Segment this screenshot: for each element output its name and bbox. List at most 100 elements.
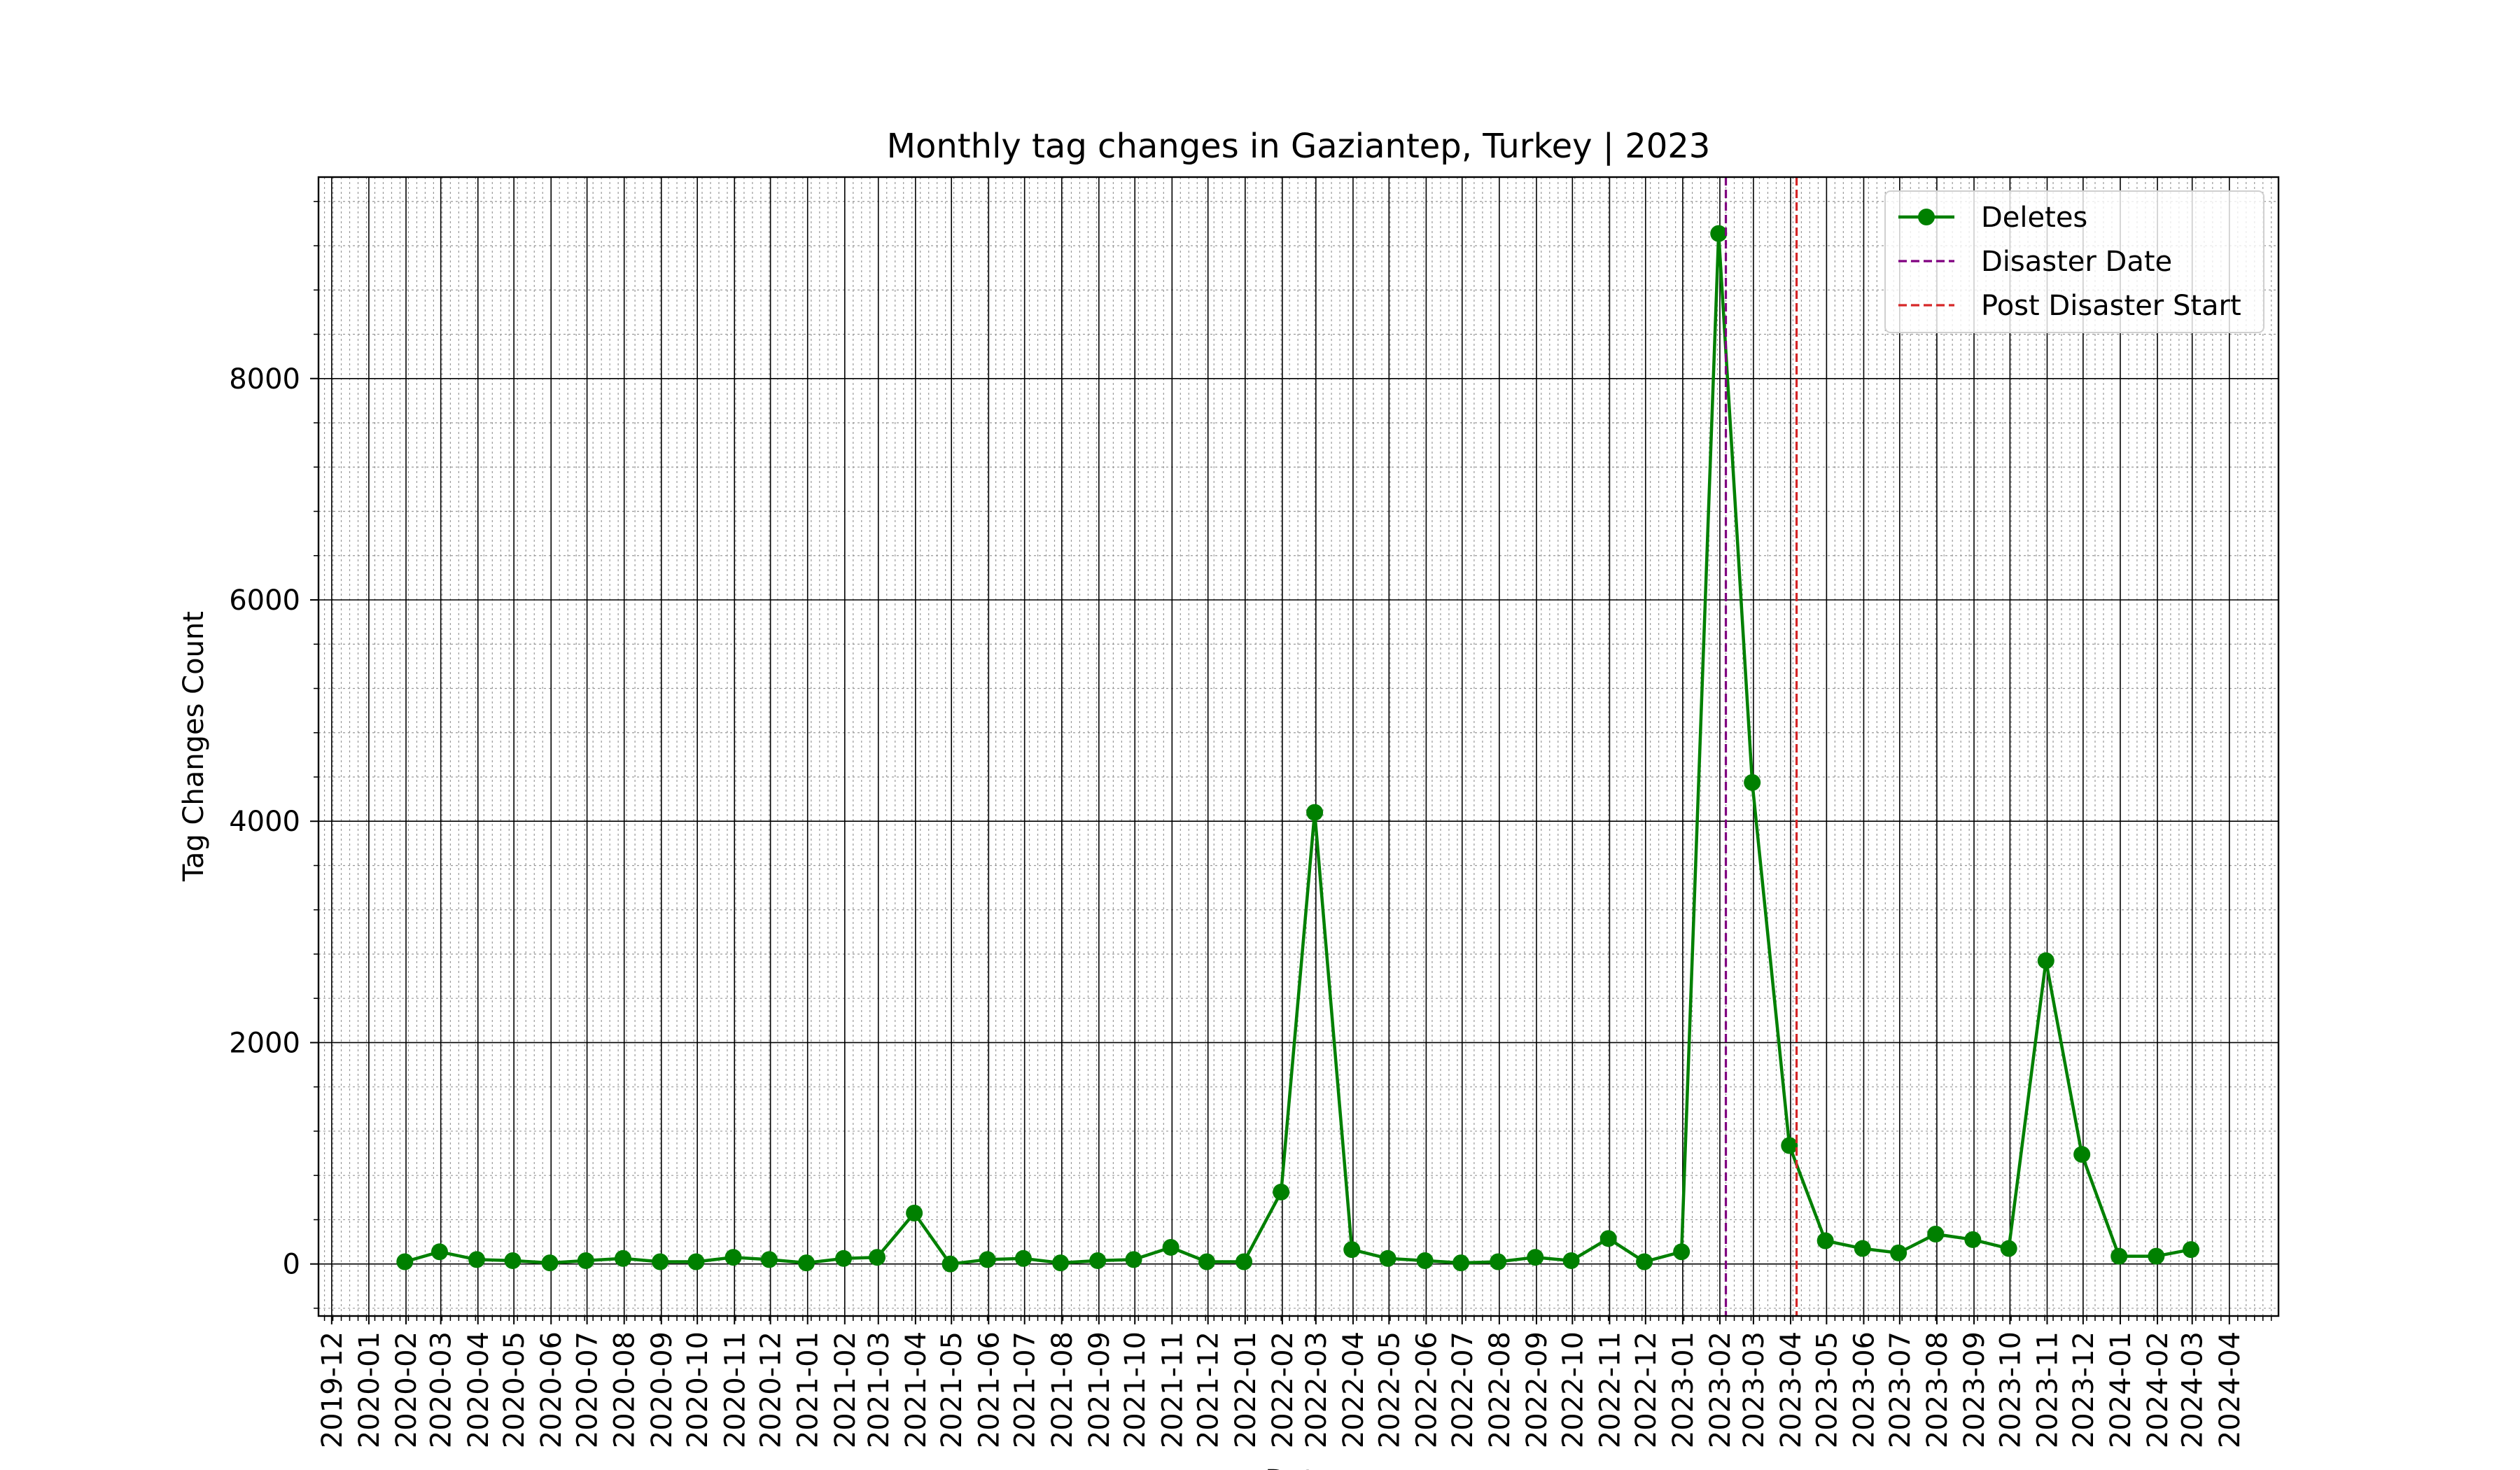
data-point-deletes: [1744, 774, 1761, 791]
y-tick-label: 6000: [229, 584, 300, 617]
x-tick-label: 2024-03: [2177, 1331, 2209, 1448]
data-point-deletes: [1379, 1250, 1396, 1267]
x-tick-label: 2024-02: [2142, 1331, 2174, 1448]
tick-marks: [310, 201, 2272, 1324]
x-tick-label: 2020-07: [572, 1331, 604, 1448]
x-tick-label: 2021-07: [1009, 1331, 1042, 1448]
x-tick-label: 2022-02: [1267, 1331, 1299, 1448]
y-tick-label: 4000: [229, 806, 300, 838]
data-point-deletes: [1236, 1253, 1253, 1270]
data-point-deletes: [2073, 1146, 2091, 1163]
x-tick-label: 2019-12: [316, 1331, 349, 1448]
x-tick-label: 2022-03: [1301, 1331, 1333, 1448]
y-tick-label: 0: [283, 1249, 300, 1281]
legend-disaster-date-label: Disaster Date: [1981, 246, 2172, 278]
data-point-deletes: [468, 1251, 486, 1268]
x-tick-label: 2021-10: [1119, 1331, 1152, 1448]
data-point-deletes: [1673, 1243, 1690, 1261]
data-point-deletes: [1452, 1254, 1470, 1272]
x-tick-label: 2020-05: [498, 1331, 531, 1448]
y-tick-label: 2000: [229, 1027, 300, 1059]
x-tick-label: 2021-11: [1156, 1331, 1189, 1448]
x-tick-label: 2023-03: [1738, 1331, 1770, 1448]
data-point-deletes: [1052, 1254, 1070, 1272]
data-point-deletes: [614, 1250, 631, 1267]
x-tick-label: 2020-04: [463, 1331, 495, 1448]
plot-frame: [317, 176, 2280, 1317]
x-tick-label: 2023-08: [1921, 1331, 1954, 1448]
x-tick-label: 2020-08: [609, 1331, 641, 1448]
x-tick-label: 2020-06: [536, 1331, 568, 1448]
data-point-deletes: [1125, 1251, 1142, 1268]
x-tick-label: 2022-07: [1447, 1331, 1479, 1448]
x-tick-labels: 2019-12 2020-01 2020-02 2020-03 2020-04 2020-…: [316, 1331, 2246, 1448]
x-tick-label: 2020-11: [719, 1331, 751, 1448]
x-tick-label: 2024-04: [2214, 1331, 2246, 1448]
data-point-deletes: [1816, 1232, 1834, 1250]
data-point-deletes: [798, 1254, 816, 1272]
x-tick-label: 2023-12: [2068, 1331, 2100, 1448]
data-point-deletes: [652, 1253, 669, 1270]
x-tick-label: 2021-05: [936, 1331, 968, 1448]
x-tick-label: 2023-04: [1775, 1331, 1807, 1448]
x-tick-label: 2020-02: [391, 1331, 423, 1448]
x-tick-label: 2021-12: [1193, 1331, 1225, 1448]
data-point-deletes: [1964, 1231, 1982, 1248]
data-point-deletes: [906, 1204, 923, 1222]
data-point-deletes: [1089, 1252, 1107, 1269]
x-axis-label: Date: [1265, 1464, 1332, 1470]
data-point-deletes: [2148, 1247, 2165, 1265]
data-point-deletes: [1781, 1137, 1798, 1154]
x-tick-label: 2022-12: [1630, 1331, 1662, 1448]
x-tick-label: 2023-02: [1704, 1331, 1737, 1448]
legend: Deletes Disaster Date Post Disaster Star…: [1884, 190, 2264, 333]
data-point-deletes: [760, 1251, 778, 1268]
legend-deletes-marker: [1918, 209, 1935, 225]
data-point-deletes: [1636, 1253, 1653, 1270]
y-axis-label: Tag Changes Count: [178, 611, 210, 882]
data-point-deletes: [1562, 1252, 1580, 1269]
x-tick-label: 2020-10: [682, 1331, 714, 1448]
x-tick-label: 2022-05: [1373, 1331, 1406, 1448]
x-tick-label: 2022-10: [1557, 1331, 1589, 1448]
legend-deletes-label: Deletes: [1981, 202, 2087, 234]
x-tick-label: 2022-08: [1484, 1331, 1516, 1448]
x-tick-label: 2021-08: [1046, 1331, 1079, 1448]
x-tick-label: 2021-09: [1084, 1331, 1116, 1448]
data-point-deletes: [1416, 1252, 1434, 1269]
data-point-deletes: [504, 1252, 522, 1269]
x-tick-label: 2021-06: [973, 1331, 1005, 1448]
x-tick-label: 2023-06: [1848, 1331, 1880, 1448]
grid-layer: [318, 177, 2278, 1316]
vline-layer: [1724, 177, 1798, 1316]
legend-box: [1884, 190, 2264, 333]
chart-title: Monthly tag changes in Gaziantep, Turkey…: [887, 127, 1711, 166]
data-point-deletes: [396, 1253, 414, 1270]
data-point-deletes: [2110, 1247, 2128, 1265]
x-tick-label: 2023-07: [1884, 1331, 1917, 1448]
data-point-deletes: [1927, 1225, 1945, 1242]
data-point-deletes: [869, 1249, 886, 1266]
data-point-deletes: [1890, 1244, 1907, 1261]
data-point-deletes: [1014, 1250, 1032, 1267]
data-point-deletes: [1343, 1241, 1361, 1259]
x-tick-label: 2023-10: [1994, 1331, 2026, 1448]
y-tick-labels: 0 2000 4000 6000 8000: [229, 363, 300, 1281]
series-layer: [396, 225, 2199, 1273]
y-tick-label: 8000: [229, 363, 300, 396]
data-point-deletes: [835, 1250, 853, 1267]
legend-post-disaster-label: Post Disaster Start: [1981, 290, 2241, 322]
data-point-deletes: [2182, 1241, 2199, 1259]
x-tick-label: 2022-06: [1410, 1331, 1443, 1448]
data-point-deletes: [2000, 1240, 2017, 1257]
data-point-deletes: [1710, 225, 1728, 242]
x-tick-label: 2022-11: [1594, 1331, 1626, 1448]
data-point-deletes: [2037, 952, 2054, 969]
x-tick-label: 2021-04: [900, 1331, 932, 1448]
x-tick-label: 2023-01: [1667, 1331, 1700, 1448]
data-point-deletes: [1600, 1230, 1617, 1247]
data-point-deletes: [1490, 1253, 1507, 1270]
x-tick-label: 2020-01: [354, 1331, 386, 1448]
data-point-deletes: [1854, 1240, 1871, 1257]
